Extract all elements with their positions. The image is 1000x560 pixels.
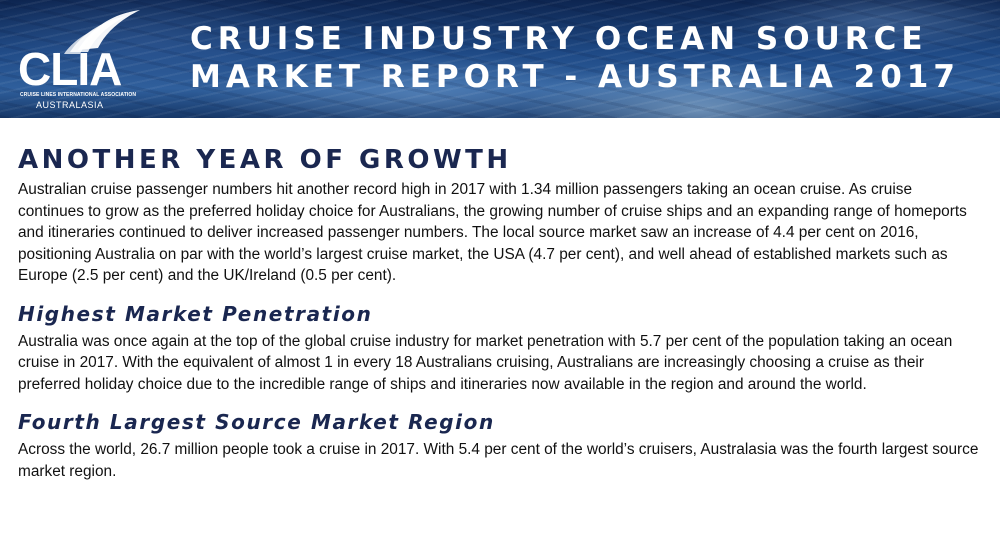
logo-wordmark: CLIA [18, 43, 122, 95]
clia-logo: CLIA CRUISE LINES INTERNATIONAL ASSOCIAT… [8, 6, 158, 114]
logo-association-text: CRUISE LINES INTERNATIONAL ASSOCIATION [20, 92, 137, 98]
ocean-background [0, 0, 1000, 118]
report-title: CRUISE INDUSTRY OCEAN SOURCE MARKET REPO… [190, 20, 960, 96]
report-title-line-1: CRUISE INDUSTRY OCEAN SOURCE [190, 21, 928, 57]
report-title-line-2: MARKET REPORT - AUSTRALIA 2017 [190, 59, 960, 95]
logo-region-text: AUSTRALASIA [36, 100, 104, 110]
section-body: Australia was once again at the top of t… [18, 332, 953, 393]
report-content: ANOTHER YEAR OF GROWTH Australian cruise… [0, 145, 1000, 482]
section-body: Australian cruise passenger numbers hit … [18, 181, 967, 284]
section-heading: Fourth Largest Source Market Region [18, 410, 495, 434]
section-another-year-of-growth: ANOTHER YEAR OF GROWTH Australian cruise… [18, 145, 982, 287]
section-fourth-largest-source-market-region: Fourth Largest Source Market Region Acro… [18, 409, 982, 482]
report-banner: CLIA CRUISE LINES INTERNATIONAL ASSOCIAT… [0, 0, 1000, 118]
section-heading: Highest Market Penetration [18, 301, 373, 326]
section-highest-market-penetration: Highest Market Penetration Australia was… [18, 301, 982, 396]
section-heading: ANOTHER YEAR OF GROWTH [18, 145, 512, 175]
ship-bow-swoosh-icon [64, 10, 140, 54]
section-body: Across the world, 26.7 million people to… [18, 441, 979, 480]
